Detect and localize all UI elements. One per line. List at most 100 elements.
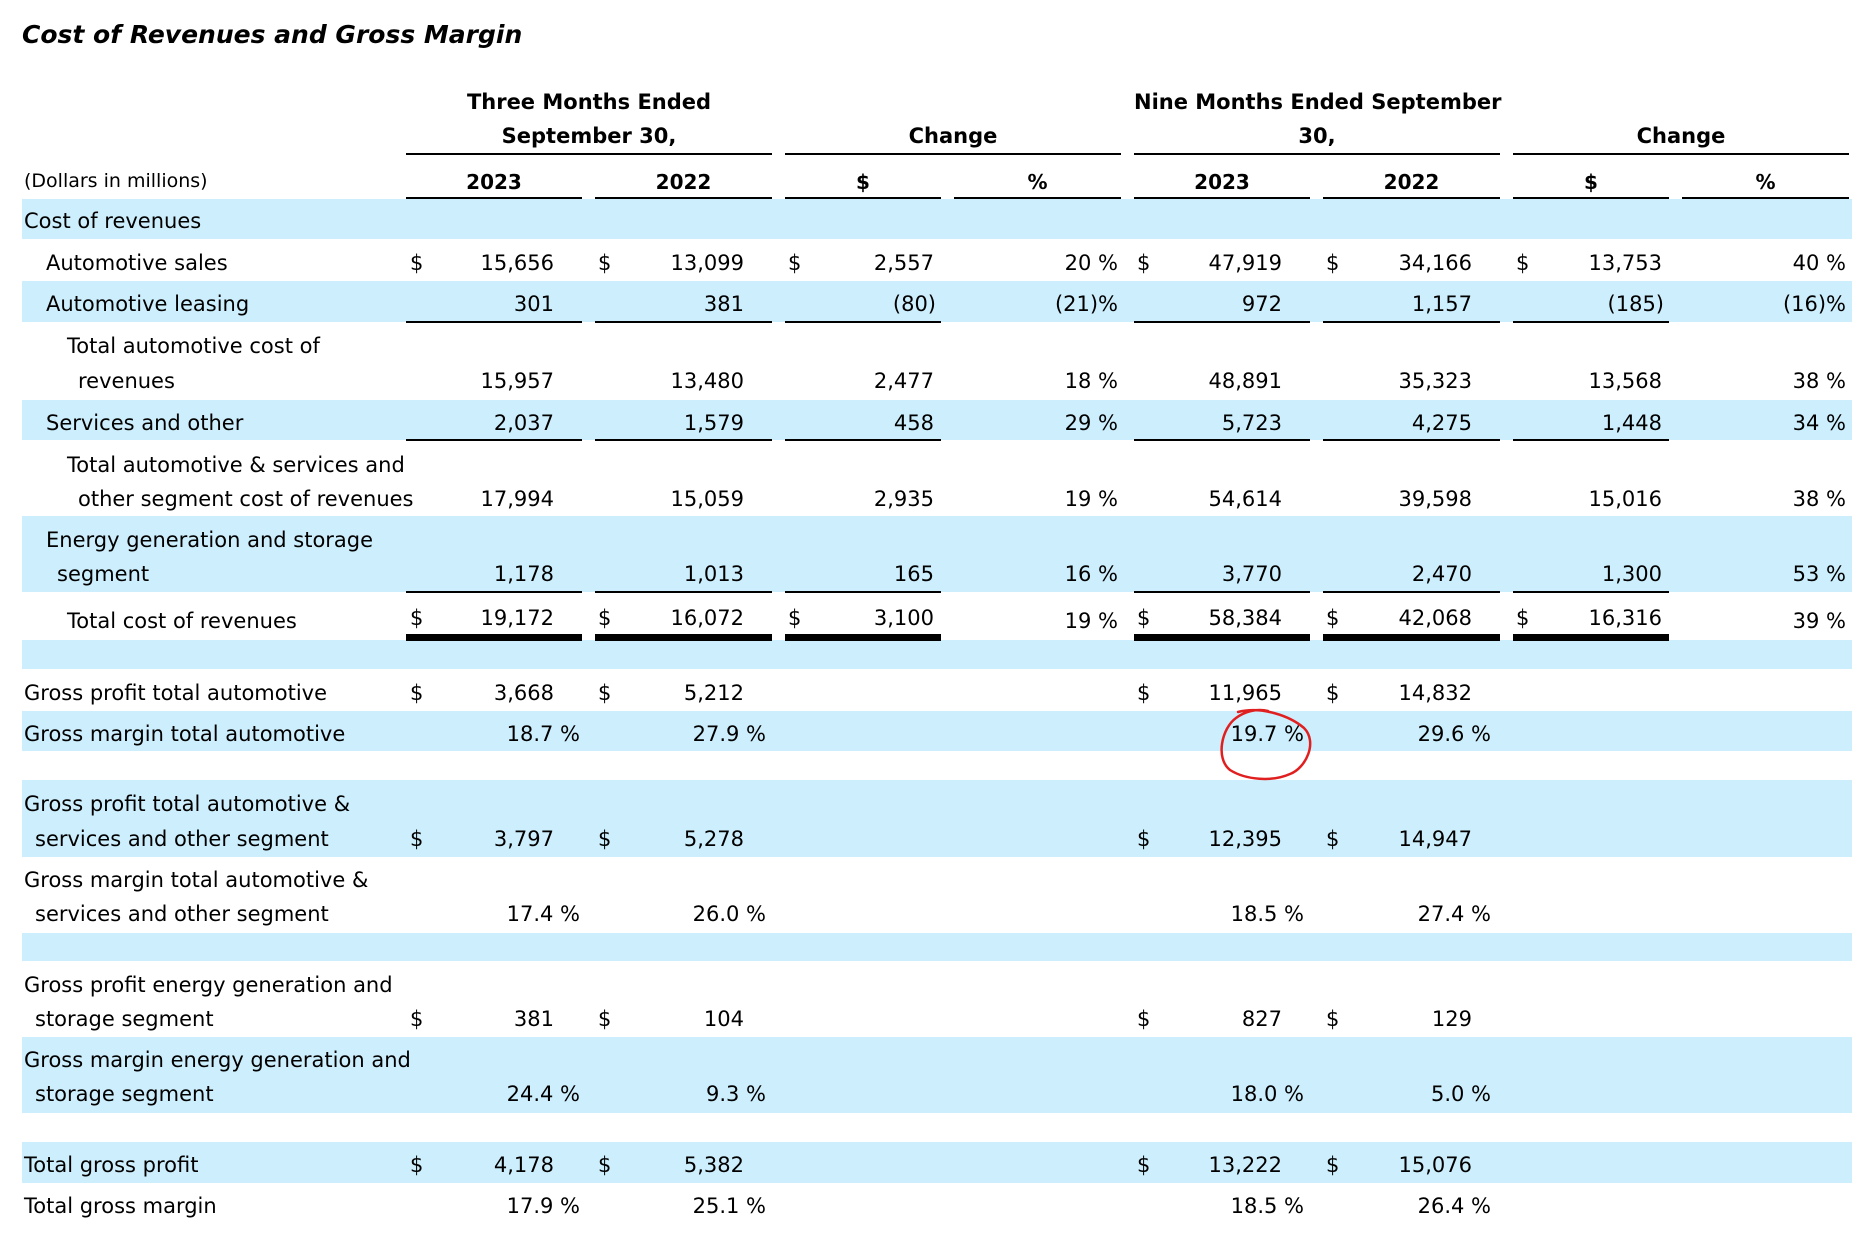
cell-value: 1,300 xyxy=(1601,562,1662,586)
column-rule xyxy=(406,197,582,199)
currency-symbol: $ xyxy=(1137,1007,1151,1031)
row-label: services and other segment xyxy=(35,827,329,851)
cell-value: 381 xyxy=(513,1007,554,1031)
cell-value: 13,480 xyxy=(670,369,744,393)
header-rule xyxy=(1513,153,1849,155)
header-change: Change xyxy=(1636,124,1726,148)
cell-value: 972 xyxy=(1241,292,1282,316)
cell-value: 15,076 xyxy=(1398,1153,1472,1177)
subtotal-rule xyxy=(1134,439,1310,441)
currency-symbol: $ xyxy=(1137,827,1151,851)
cell-value: 42,068 xyxy=(1398,606,1472,630)
column-header: % xyxy=(1755,170,1776,194)
subtotal-rule xyxy=(785,439,941,441)
subtotal-rule xyxy=(1513,439,1669,441)
cell-value: 12,395 xyxy=(1208,827,1282,851)
cell-value: 2,037 xyxy=(493,411,554,435)
cell-value: 3,100 xyxy=(873,606,934,630)
row-band xyxy=(22,516,1852,592)
total-rule xyxy=(406,634,582,641)
cell-value: 26.4 % xyxy=(1417,1194,1491,1218)
cell-value: 2,935 xyxy=(873,487,934,511)
currency-symbol: $ xyxy=(1137,606,1151,630)
cell-value: 14,947 xyxy=(1398,827,1472,851)
row-label: storage segment xyxy=(35,1082,214,1106)
cell-value: 38 % xyxy=(1792,369,1846,393)
cell-value: 48,891 xyxy=(1208,369,1282,393)
column-rule xyxy=(1134,197,1310,199)
cell-value: 13,222 xyxy=(1208,1153,1282,1177)
cell-value: 20 % xyxy=(1064,251,1118,275)
subtotal-rule xyxy=(595,321,772,323)
header-rule xyxy=(785,153,1121,155)
row-band xyxy=(22,400,1852,440)
header-nine-months: Nine Months Ended September xyxy=(1134,90,1502,114)
cell-value: 5.0 % xyxy=(1430,1082,1491,1106)
row-label: Gross margin total automotive xyxy=(24,722,346,746)
column-header: 2023 xyxy=(466,170,522,194)
currency-symbol: $ xyxy=(410,681,424,705)
cell-value: 5,278 xyxy=(683,827,744,851)
row-label: Gross profit total automotive & xyxy=(24,792,351,816)
currency-symbol: $ xyxy=(1137,681,1151,705)
cell-value: (80) xyxy=(892,292,936,316)
subtotal-rule xyxy=(1323,439,1500,441)
cell-value: 458 xyxy=(893,411,934,435)
cell-value: 18.5 % xyxy=(1230,902,1304,926)
cell-value: 17.4 % xyxy=(506,902,580,926)
column-header: % xyxy=(1027,170,1048,194)
subtotal-rule xyxy=(1513,591,1669,593)
subtotal-rule xyxy=(595,439,772,441)
cell-value: 35,323 xyxy=(1398,369,1472,393)
column-header: 2022 xyxy=(1383,170,1440,194)
total-rule xyxy=(1323,634,1500,641)
row-label: other segment cost of revenues xyxy=(78,487,414,511)
subtotal-rule xyxy=(1134,321,1310,323)
cell-value: 18.7 % xyxy=(506,722,580,746)
cell-value: 1,448 xyxy=(1601,411,1662,435)
total-rule xyxy=(785,634,941,641)
header-change: Change xyxy=(908,124,998,148)
row-label: Gross profit energy generation and xyxy=(24,973,393,997)
cell-value: 129 xyxy=(1431,1007,1472,1031)
cell-value: (21)% xyxy=(1054,292,1118,316)
currency-symbol: $ xyxy=(1326,827,1340,851)
subtotal-rule xyxy=(1134,591,1310,593)
cell-value: 1,013 xyxy=(683,562,744,586)
cell-value: 2,557 xyxy=(873,251,934,275)
cell-value: 15,016 xyxy=(1588,487,1662,511)
cell-value: 11,965 xyxy=(1208,681,1282,705)
cell-value: 40 % xyxy=(1792,251,1846,275)
cell-value: 39 % xyxy=(1792,609,1846,633)
cell-value: 17.9 % xyxy=(506,1194,580,1218)
column-header: $ xyxy=(856,170,870,194)
subtotal-rule xyxy=(1323,321,1500,323)
cell-value: 19.7 % xyxy=(1230,722,1304,746)
cell-value: 5,723 xyxy=(1221,411,1282,435)
cell-value: 1,579 xyxy=(683,411,744,435)
cell-value: 16,072 xyxy=(670,606,744,630)
cell-value: 27.9 % xyxy=(692,722,766,746)
row-band xyxy=(22,1037,1852,1113)
subtotal-rule xyxy=(1323,591,1500,593)
currency-symbol: $ xyxy=(1326,681,1340,705)
currency-symbol: $ xyxy=(788,606,802,630)
column-rule xyxy=(1513,197,1669,199)
cell-value: 9.3 % xyxy=(705,1082,766,1106)
cell-value: 24.4 % xyxy=(506,1082,580,1106)
cell-value: 165 xyxy=(893,562,934,586)
cell-value: 2,477 xyxy=(873,369,934,393)
column-rule xyxy=(954,197,1121,199)
row-band xyxy=(22,711,1852,751)
header-rule xyxy=(406,153,772,155)
subtotal-rule xyxy=(406,591,582,593)
cell-value: 2,470 xyxy=(1411,562,1472,586)
column-rule xyxy=(1323,197,1500,199)
cell-value: 381 xyxy=(703,292,744,316)
currency-symbol: $ xyxy=(410,251,424,275)
cell-value: 1,178 xyxy=(493,562,554,586)
row-band xyxy=(22,1142,1852,1183)
cell-value: 38 % xyxy=(1792,487,1846,511)
column-rule xyxy=(595,197,772,199)
column-header: 2022 xyxy=(655,170,712,194)
